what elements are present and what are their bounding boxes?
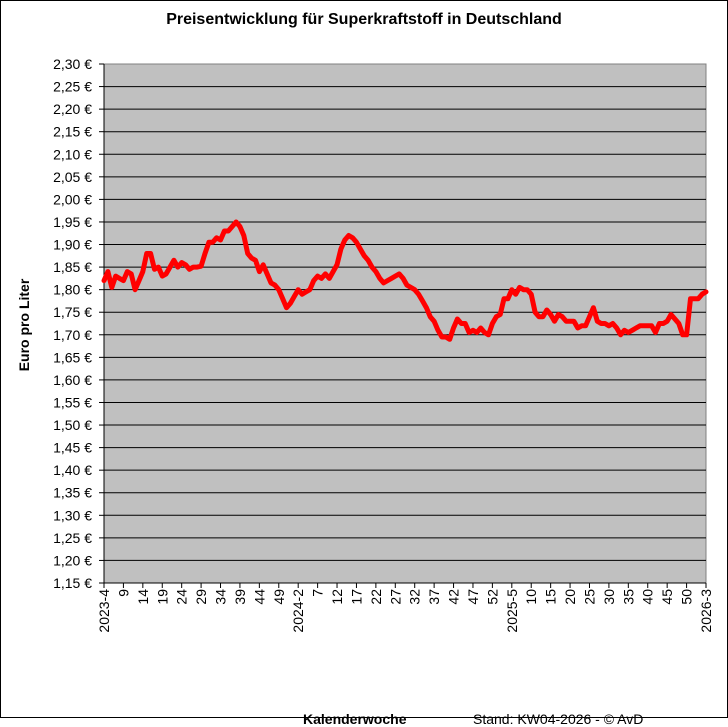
x-tick-label: 37	[426, 589, 442, 605]
y-tick-label: 1,70 €	[53, 327, 92, 343]
x-tick-label: 19	[154, 589, 170, 605]
x-tick-label: 45	[659, 589, 675, 605]
y-tick-label: 1,20 €	[53, 552, 92, 568]
x-tick-label: 52	[484, 589, 500, 605]
x-tick-label: 12	[329, 589, 345, 605]
x-tick-label: 39	[232, 589, 248, 605]
y-tick-label: 1,75 €	[53, 304, 92, 320]
x-tick-label: 20	[562, 589, 578, 605]
y-tick-label: 2,10 €	[53, 146, 92, 162]
x-tick-label: 7	[310, 589, 326, 597]
x-tick-label: 29	[193, 589, 209, 605]
y-tick-label: 1,15 €	[53, 575, 92, 591]
x-tick-label: 25	[581, 589, 597, 605]
y-tick-label: 1,55 €	[53, 394, 92, 410]
y-tick-label: 1,50 €	[53, 417, 92, 433]
x-tick-label: 44	[251, 589, 267, 605]
y-tick-label: 1,65 €	[53, 349, 92, 365]
y-tick-label: 2,05 €	[53, 169, 92, 185]
y-tick-label: 1,35 €	[53, 485, 92, 501]
x-tick-label: 50	[679, 589, 695, 605]
x-tick-label: 24	[174, 589, 190, 605]
x-tick-label: 17	[348, 589, 364, 605]
y-tick-label: 1,60 €	[53, 372, 92, 388]
x-tick-label: 40	[640, 589, 656, 605]
y-tick-label: 1,95 €	[53, 214, 92, 230]
x-tick-label: 10	[523, 589, 539, 605]
y-tick-label: 1,45 €	[53, 440, 92, 456]
y-tick-label: 1,90 €	[53, 237, 92, 253]
x-tick-label: 15	[543, 589, 559, 605]
x-tick-label: 9	[115, 589, 131, 597]
x-tick-label: 47	[465, 589, 481, 605]
y-tick-label: 1,80 €	[53, 282, 92, 298]
x-tick-label: 42	[446, 589, 462, 605]
x-tick-label: 49	[271, 589, 287, 605]
x-tick-label: 2026-3	[698, 589, 714, 633]
x-tick-label: 27	[387, 589, 403, 605]
x-tick-label: 30	[601, 589, 617, 605]
y-tick-label: 2,00 €	[53, 191, 92, 207]
y-tick-label: 1,25 €	[53, 530, 92, 546]
y-tick-label: 1,30 €	[53, 507, 92, 523]
x-tick-label: 2024-2	[290, 589, 306, 633]
y-tick-label: 2,15 €	[53, 124, 92, 140]
y-tick-label: 1,85 €	[53, 259, 92, 275]
y-tick-label: 1,40 €	[53, 462, 92, 478]
y-tick-label: 2,25 €	[53, 79, 92, 95]
x-tick-label: 2023-4	[96, 589, 112, 633]
x-tick-label: 34	[213, 589, 229, 605]
x-tick-label: 32	[407, 589, 423, 605]
x-tick-label: 35	[620, 589, 636, 605]
y-tick-label: 2,20 €	[53, 101, 92, 117]
x-tick-label: 22	[368, 589, 384, 605]
x-tick-label: 2025-5	[504, 589, 520, 633]
y-tick-label: 2,30 €	[53, 56, 92, 72]
x-tick-label: 14	[135, 589, 151, 605]
